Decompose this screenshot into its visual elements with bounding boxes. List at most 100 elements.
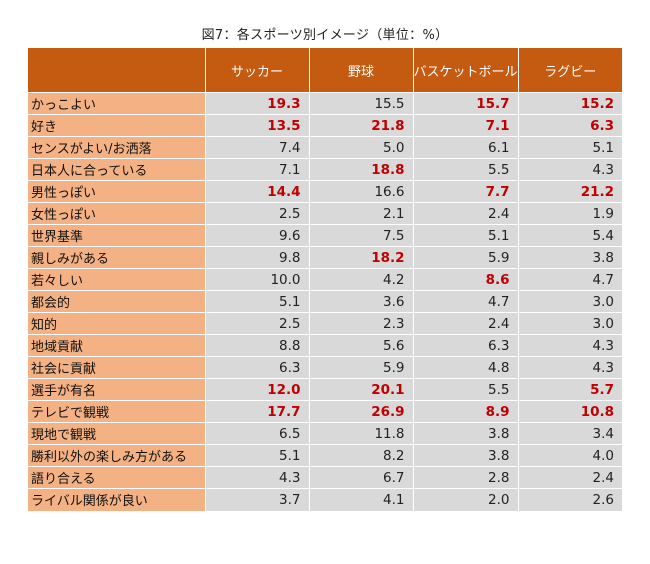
value-cell: 8.9 [413,400,519,423]
value-cell: 4.8 [413,356,519,379]
value-cell: 6.3 [205,356,310,379]
table-row: 男性っぽい 14.4 16.6 7.7 21.2 [28,180,622,203]
value-cell: 6.5 [205,422,310,445]
table-row: センスがよい/お洒落 7.4 5.0 6.1 5.1 [28,136,622,159]
row-label: 都会的 [28,290,206,313]
value-cell: 19.3 [205,92,310,115]
value-cell: 4.7 [413,290,519,313]
table-body: かっこよい 19.3 15.5 15.7 15.2 好き 13.5 21.8 7.1 6.3 センス… [28,92,622,511]
value-cell: 5.6 [309,334,414,357]
table-row: 日本人に合っている 7.1 18.8 5.5 4.3 [28,158,622,181]
value-cell: 3.0 [518,312,622,335]
value-cell: 7.7 [413,180,519,203]
row-label: ライバル関係が良い [28,488,206,511]
value-cell: 4.0 [518,444,622,467]
value-cell: 4.3 [518,158,622,181]
row-label: 社会に貢献 [28,356,206,379]
value-cell: 2.4 [413,312,519,335]
row-label: 女性っぽい [28,202,206,225]
row-label: 世界基準 [28,224,206,247]
corner-cell [28,48,206,93]
value-cell: 20.1 [309,378,414,401]
value-cell: 4.3 [518,334,622,357]
value-cell: 7.1 [205,158,310,181]
table-row: 若々しい 10.0 4.2 8.6 4.7 [28,268,622,291]
row-label: 親しみがある [28,246,206,269]
value-cell: 5.4 [518,224,622,247]
value-cell: 4.3 [205,466,310,489]
value-cell: 6.7 [309,466,414,489]
row-label: 勝利以外の楽しみ方がある [28,444,206,467]
row-label: センスがよい/お洒落 [28,136,206,159]
value-cell: 18.8 [309,158,414,181]
value-cell: 2.5 [205,312,310,335]
value-cell: 5.0 [309,136,414,159]
row-label: 日本人に合っている [28,158,206,181]
data-table: サッカー 野球 バスケットボール ラグビー かっこよい 19.3 15.5 15.7 1… [28,48,622,511]
column-header: バスケットボール [413,48,519,93]
value-cell: 21.2 [518,180,622,203]
value-cell: 11.8 [309,422,414,445]
value-cell: 5.9 [413,246,519,269]
value-cell: 1.9 [518,202,622,225]
column-header: サッカー [205,48,310,93]
table-row: 社会に貢献 6.3 5.9 4.8 4.3 [28,356,622,379]
column-header: 野球 [309,48,414,93]
table-row: 好き 13.5 21.8 7.1 6.3 [28,114,622,137]
row-label: 語り合える [28,466,206,489]
row-label: 選手が有名 [28,378,206,401]
value-cell: 15.2 [518,92,622,115]
value-cell: 3.6 [309,290,414,313]
value-cell: 4.3 [518,356,622,379]
value-cell: 10.8 [518,400,622,423]
value-cell: 10.0 [205,268,310,291]
value-cell: 12.0 [205,378,310,401]
table-row: ライバル関係が良い 3.7 4.1 2.0 2.6 [28,488,622,511]
value-cell: 2.0 [413,488,519,511]
row-label: テレビで観戦 [28,400,206,423]
value-cell: 26.9 [309,400,414,423]
value-cell: 8.6 [413,268,519,291]
row-label: 知的 [28,312,206,335]
value-cell: 16.6 [309,180,414,203]
value-cell: 7.4 [205,136,310,159]
value-cell: 4.2 [309,268,414,291]
value-cell: 2.8 [413,466,519,489]
table-row: 語り合える 4.3 6.7 2.8 2.4 [28,466,622,489]
row-label: 好き [28,114,206,137]
value-cell: 3.0 [518,290,622,313]
value-cell: 5.1 [205,290,310,313]
value-cell: 5.5 [413,378,519,401]
value-cell: 17.7 [205,400,310,423]
value-cell: 5.7 [518,378,622,401]
value-cell: 2.3 [309,312,414,335]
value-cell: 5.1 [518,136,622,159]
value-cell: 6.1 [413,136,519,159]
header-row: サッカー 野球 バスケットボール ラグビー [28,48,622,93]
chart-title: 図7：各スポーツ別イメージ（単位：%） [201,28,449,43]
table-row: 選手が有名 12.0 20.1 5.5 5.7 [28,378,622,401]
table-row: 知的 2.5 2.3 2.4 3.0 [28,312,622,335]
row-label: 現地で観戦 [28,422,206,445]
value-cell: 9.8 [205,246,310,269]
value-cell: 8.2 [309,444,414,467]
table-row: かっこよい 19.3 15.5 15.7 15.2 [28,92,622,115]
row-label: かっこよい [28,92,206,115]
value-cell: 15.5 [309,92,414,115]
value-cell: 3.8 [518,246,622,269]
value-cell: 2.4 [518,466,622,489]
value-cell: 13.5 [205,114,310,137]
value-cell: 4.1 [309,488,414,511]
value-cell: 2.5 [205,202,310,225]
row-label: 男性っぽい [28,180,206,203]
value-cell: 21.8 [309,114,414,137]
table-row: テレビで観戦 17.7 26.9 8.9 10.8 [28,400,622,423]
table-row: 親しみがある 9.8 18.2 5.9 3.8 [28,246,622,269]
value-cell: 2.6 [518,488,622,511]
row-label: 若々しい [28,268,206,291]
value-cell: 3.7 [205,488,310,511]
value-cell: 6.3 [413,334,519,357]
value-cell: 14.4 [205,180,310,203]
value-cell: 8.8 [205,334,310,357]
